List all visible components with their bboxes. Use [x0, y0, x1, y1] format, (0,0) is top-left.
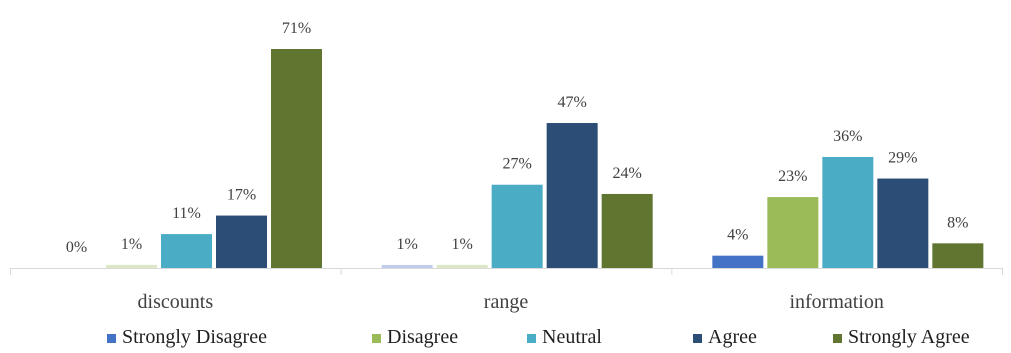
legend-label-strongly-agree: Strongly Agree: [848, 326, 970, 348]
bar-information-agree: [877, 178, 929, 268]
bar-discounts-strongly-agree: [271, 49, 322, 268]
bar-discounts-disagree: [106, 264, 157, 268]
legend: Strongly Disagree Disagree Neutral Agree Str…: [107, 326, 970, 348]
bar-information-strongly-disagree: [712, 255, 764, 268]
bar-information-disagree: [767, 197, 819, 268]
legend-swatch-neutral: [527, 334, 536, 343]
bar-range-strongly-disagree: [381, 264, 433, 268]
legend-label-agree: Agree: [708, 326, 757, 348]
data-label-information-disagree: 23%: [778, 168, 807, 185]
category-label-range: range: [484, 291, 529, 313]
legend-swatch-strongly-disagree: [107, 334, 116, 343]
data-label-range-strongly-agree: 24%: [613, 165, 642, 182]
data-label-information-strongly-agree: 8%: [947, 214, 968, 231]
bar-range-disagree: [436, 264, 488, 268]
legend-label-strongly-disagree: Strongly Disagree: [122, 326, 267, 348]
bar-range-neutral: [491, 184, 543, 268]
category-label-discounts: discounts: [138, 291, 214, 313]
data-label-information-neutral: 36%: [833, 128, 862, 145]
data-label-discounts-agree: 17%: [227, 187, 256, 204]
bar-discounts-agree: [216, 215, 267, 268]
category-label-information: information: [789, 291, 883, 313]
data-label-discounts-strongly-disagree: 0%: [66, 239, 87, 256]
x-axis: [10, 268, 1003, 275]
legend-swatch-agree: [693, 334, 702, 343]
bar-information-strongly-agree: [932, 243, 984, 268]
bar-range-agree: [546, 123, 598, 268]
value-labels-layer: 0% 1% 11% 17% 71% 1% 1% 27% 47% 24% 4% 23% 36% 29% 8%: [66, 20, 969, 256]
legend-label-disagree: Disagree: [387, 326, 458, 348]
data-label-discounts-disagree: 1%: [121, 236, 142, 253]
legend-label-neutral: Neutral: [542, 326, 602, 348]
data-label-range-agree: 47%: [558, 94, 587, 111]
data-label-range-disagree: 1%: [452, 236, 473, 253]
bars-layer: [106, 49, 984, 268]
bar-information-neutral: [822, 156, 874, 268]
data-label-range-neutral: 27%: [503, 156, 532, 173]
legend-swatch-strongly-agree: [833, 334, 842, 343]
data-label-information-strongly-disagree: 4%: [727, 227, 748, 244]
data-label-discounts-neutral: 11%: [172, 205, 201, 222]
data-label-information-agree: 29%: [888, 150, 917, 167]
bar-discounts-neutral: [161, 234, 212, 268]
category-labels-layer: discounts range information: [138, 291, 884, 313]
bar-range-strongly-agree: [601, 193, 653, 268]
legend-swatch-disagree: [372, 334, 381, 343]
data-label-discounts-strongly-agree: 71%: [282, 20, 311, 37]
data-label-range-strongly-disagree: 1%: [397, 236, 418, 253]
